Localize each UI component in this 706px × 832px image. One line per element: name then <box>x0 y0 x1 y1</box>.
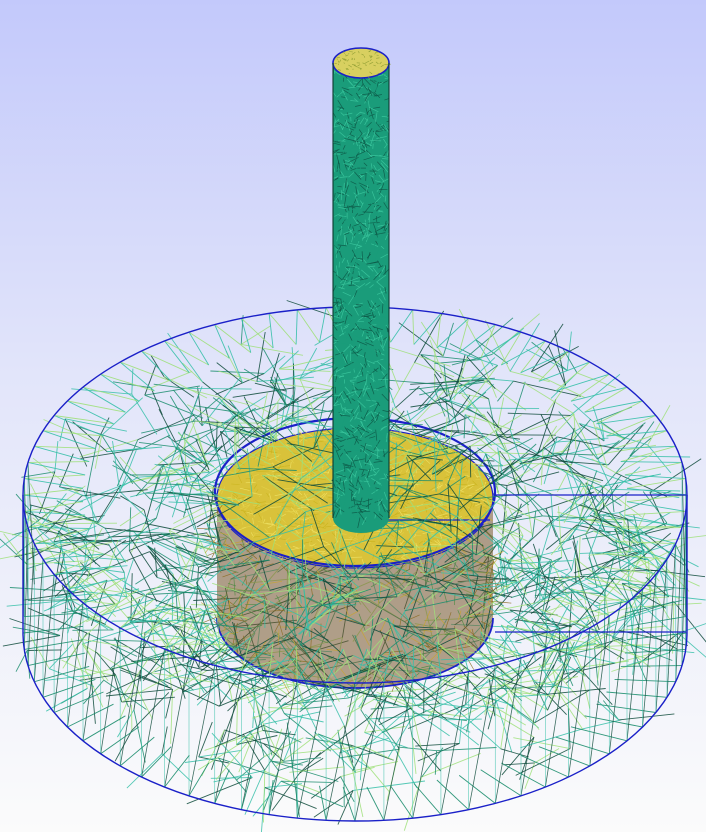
outer-cylinder-front-mesh <box>0 306 702 823</box>
vertical-pillar-mesh <box>332 47 391 533</box>
